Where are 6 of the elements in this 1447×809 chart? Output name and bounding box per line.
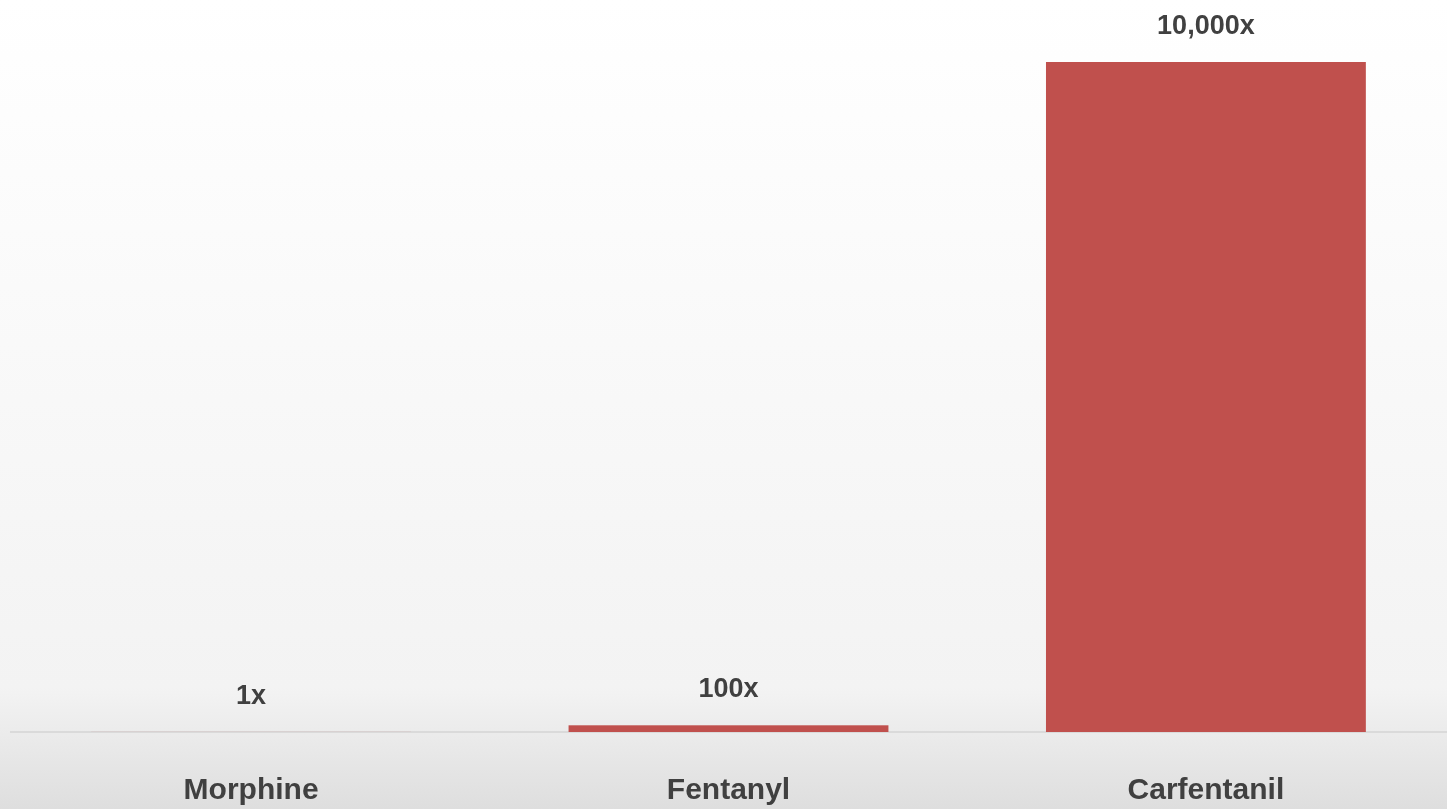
x-tick-label: Morphine <box>183 772 319 805</box>
data-label: 1x <box>236 679 267 710</box>
x-tick-label: Carfentanil <box>1127 772 1285 805</box>
data-label: 100x <box>698 673 759 704</box>
data-label: 10,000x <box>1157 10 1255 40</box>
x-tick-label: Fentanyl <box>666 772 791 805</box>
